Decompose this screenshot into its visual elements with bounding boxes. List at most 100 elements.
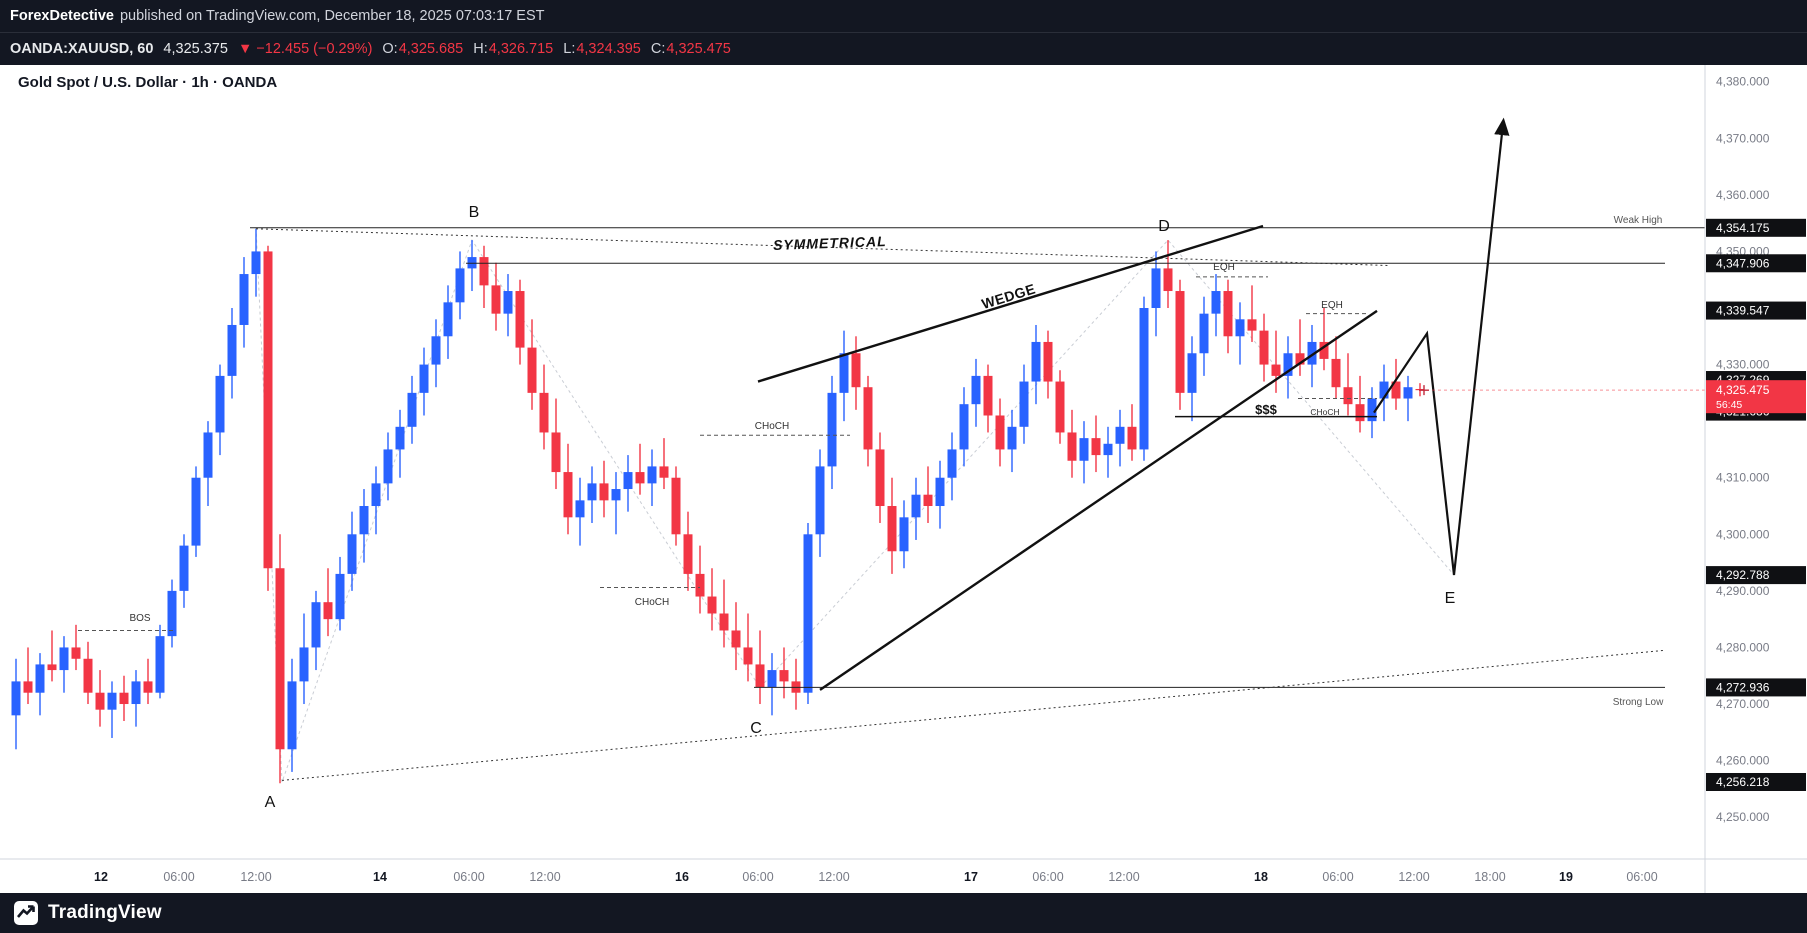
- x-axis-tick: 06:00: [1322, 870, 1353, 884]
- point-label-b: B: [469, 204, 480, 221]
- candle-down: [527, 319, 537, 410]
- y-axis-tick: 4,260.000: [1716, 754, 1770, 768]
- candle-down: [119, 675, 129, 721]
- candle-down: [851, 336, 861, 410]
- candle-up: [647, 449, 657, 507]
- y-axis-tick: 4,300.000: [1716, 527, 1770, 541]
- wedge-upper-line[interactable]: [757, 224, 1264, 383]
- annotation-text: Strong Low: [1613, 697, 1664, 708]
- candle-up: [287, 658, 297, 772]
- candle-down: [275, 534, 285, 784]
- close-value: 4,325.475: [666, 41, 731, 57]
- candle-down: [143, 658, 153, 705]
- candle-down: [755, 630, 765, 705]
- footer-bar: TradingView: [0, 893, 1807, 933]
- pattern-zigzag: [255, 227, 1455, 783]
- x-axis-tick: 12:00: [818, 870, 849, 884]
- candle-up: [1031, 324, 1041, 405]
- candle-up: [947, 432, 957, 501]
- high-value: 4,326.715: [488, 41, 554, 57]
- candle-down: [923, 466, 933, 523]
- y-axis-tick: 4,330.000: [1716, 358, 1770, 372]
- point-label-d: D: [1158, 218, 1170, 235]
- candle-down: [95, 670, 105, 727]
- x-axis-tick: 12: [94, 870, 108, 884]
- candle-up: [899, 500, 909, 569]
- candle-down: [683, 511, 693, 591]
- candle-down: [1127, 404, 1137, 461]
- candle-down: [695, 545, 705, 614]
- candle-up: [839, 330, 849, 422]
- annotation-text: Weak High: [1614, 215, 1663, 226]
- tradingview-brand[interactable]: TradingView: [48, 902, 162, 923]
- svg-text:4,256.218: 4,256.218: [1716, 775, 1770, 789]
- candle-up: [623, 455, 633, 512]
- svg-text:4,354.175: 4,354.175: [1716, 221, 1770, 235]
- triangle-top-line[interactable]: [255, 228, 1391, 267]
- candle-up: [179, 534, 189, 608]
- candle-up: [167, 579, 177, 648]
- candle-down: [563, 443, 573, 535]
- price-axis[interactable]: 4,380.0004,370.0004,360.0004,350.0004,33…: [1706, 75, 1806, 824]
- candle-up: [407, 375, 417, 444]
- candle-up: [1019, 364, 1029, 444]
- candle-up: [59, 636, 69, 693]
- x-axis-tick: 18:00: [1474, 870, 1505, 884]
- y-axis-tick: 4,370.000: [1716, 131, 1770, 145]
- svg-text:4,292.788: 4,292.788: [1716, 568, 1770, 582]
- candle-up: [935, 460, 945, 529]
- candle-up: [467, 240, 477, 292]
- candle-up: [107, 681, 117, 738]
- candle-up: [971, 358, 981, 427]
- candle-down: [983, 364, 993, 433]
- candle-up: [1367, 387, 1377, 439]
- candle-up: [911, 477, 921, 540]
- candle-up: [335, 556, 345, 631]
- candle-up: [815, 449, 825, 557]
- annotation-text: WEDGE: [980, 280, 1038, 311]
- candle-up: [1283, 336, 1293, 399]
- svg-text:4,272.936: 4,272.936: [1716, 680, 1770, 694]
- tradingview-logo-icon[interactable]: [13, 900, 39, 926]
- triangle-bottom-line[interactable]: [281, 649, 1666, 781]
- price-line-label: 4,256.218: [1706, 772, 1806, 791]
- symbol-info-bar: OANDA:XAUUSD, 60 4,325.375 ▼ −12.455 (−0…: [0, 32, 1807, 65]
- candlestick-chart[interactable]: SYMMETRICAL WEDGE $$$ CHoCH BOS CHoCH CHoCH EQH…: [0, 65, 1807, 893]
- candle-up: [1199, 296, 1209, 376]
- chart-area[interactable]: SYMMETRICAL WEDGE $$$ CHoCH BOS CHoCH CHoCH EQH…: [0, 65, 1807, 893]
- candle-down: [515, 279, 525, 365]
- candle-up: [227, 308, 237, 399]
- candle-up: [1115, 409, 1125, 467]
- candle-down: [1055, 370, 1065, 444]
- price-line-label: 4,272.936: [1706, 678, 1806, 697]
- candle-down: [635, 443, 645, 495]
- candle-up: [395, 409, 405, 478]
- candle-up: [359, 489, 369, 563]
- candle-up: [383, 432, 393, 501]
- projection-arrow[interactable]: [1373, 117, 1510, 576]
- annotation-text: EQH: [1321, 300, 1343, 311]
- time-axis[interactable]: 12 06:00 12:00 14 06:00 12:00 16 06:00 12:00 17 06…: [94, 870, 1658, 884]
- candle-up: [803, 522, 813, 705]
- candle-down: [1091, 415, 1101, 473]
- candle-down: [1043, 330, 1053, 399]
- symbol-name[interactable]: OANDA:XAUUSD, 60: [10, 41, 154, 57]
- candle-down: [323, 568, 333, 637]
- svg-text:4,339.547: 4,339.547: [1716, 304, 1770, 318]
- wedge-lower-line[interactable]: [819, 309, 1378, 691]
- candle-up: [1187, 336, 1197, 422]
- candle-down: [71, 624, 81, 671]
- candle-down: [539, 364, 549, 450]
- point-label-a: A: [265, 794, 276, 811]
- x-axis-tick: 12:00: [1108, 870, 1139, 884]
- y-axis-tick: 4,290.000: [1716, 584, 1770, 598]
- candle-down: [863, 375, 873, 467]
- candle-down: [1163, 240, 1173, 308]
- candle-up: [311, 590, 321, 671]
- candle-down: [1247, 285, 1257, 342]
- x-axis-tick: 06:00: [453, 870, 484, 884]
- candle-down: [1343, 353, 1353, 416]
- candle-down: [719, 579, 729, 648]
- candle-down: [551, 398, 561, 490]
- candle-up: [131, 670, 141, 727]
